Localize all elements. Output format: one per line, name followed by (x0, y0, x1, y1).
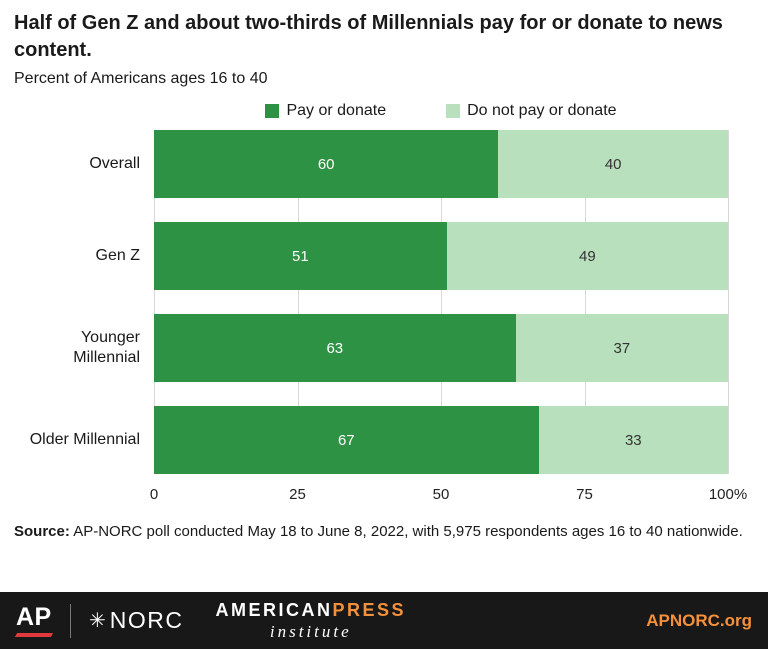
ap-logo-text: AP (16, 602, 52, 631)
bar-segment-no-pay: 40 (498, 130, 728, 198)
gridline (441, 130, 442, 474)
api-american-text: AMERICAN (215, 599, 333, 620)
gridlines (154, 130, 729, 474)
norc-logo: ✳ NORC (89, 607, 184, 634)
category-label: Older Millennial (29, 431, 140, 448)
x-axis: 0 25 50 75 100% (150, 484, 747, 506)
legend-item-no-pay: Do not pay or donate (446, 102, 617, 120)
bar-row: Younger Millennial 63 37 (14, 314, 728, 382)
source-note: Source: AP-NORC poll conducted May 18 to… (14, 522, 752, 542)
x-axis-tick: 0 (149, 486, 159, 503)
chart-card: Half of Gen Z and about two-thirds of Mi… (14, 12, 754, 542)
pay-swatch-icon (265, 104, 280, 118)
bar-segment-no-pay: 49 (446, 222, 728, 290)
bar-row: Overall 60 40 (14, 130, 728, 198)
no-pay-swatch-icon (446, 104, 461, 118)
gridline (584, 130, 586, 474)
category-label: Overall (89, 155, 140, 172)
gridline (728, 130, 729, 474)
bar-segment-no-pay: 33 (538, 406, 728, 474)
bar-segment-no-pay: 37 (515, 314, 728, 382)
legend-label-pay: Pay or donate (286, 102, 387, 119)
source-text: AP-NORC poll conducted May 18 to June 8,… (69, 523, 743, 540)
norc-star-icon: ✳ (89, 609, 106, 632)
bar-row: Gen Z 51 49 (14, 222, 728, 290)
bar-track: 67 33 (154, 406, 728, 474)
legend-item-pay: Pay or donate (265, 102, 386, 120)
plot-area: Overall 60 40 Gen Z 51 49 Younger Millennial 63… (14, 130, 729, 474)
ap-logo: AP (14, 602, 54, 637)
legend: Pay or donate Do not pay or donate (154, 102, 728, 120)
bar-track: 63 37 (154, 314, 728, 382)
x-axis-tick: 50 (432, 486, 450, 503)
api-institute-text: institute (269, 621, 352, 641)
bar-segment-pay: 51 (154, 222, 447, 290)
category-label: Younger Millennial (73, 329, 140, 366)
american-press-institute-logo: AMERICANPRESS institute (216, 600, 407, 642)
bar-segment-pay: 60 (154, 130, 499, 198)
x-axis-tick: 100% (708, 486, 748, 503)
x-axis-tick: 75 (576, 486, 593, 503)
footer-divider (70, 603, 71, 638)
bar-chart: Overall 60 40 Gen Z 51 49 Younger Millennial 63… (14, 130, 754, 506)
x-axis-tick: 25 (289, 486, 306, 503)
legend-label-no-pay: Do not pay or donate (467, 102, 617, 119)
source-label: Source: (14, 523, 70, 540)
bar-row: Older Millennial 67 33 (14, 406, 728, 474)
gridline (297, 130, 299, 474)
bar-segment-pay: 67 (154, 406, 539, 474)
chart-title: Half of Gen Z and about two-thirds of Mi… (14, 12, 723, 61)
bar-track: 60 40 (154, 130, 728, 198)
footer-bar: AP ✳ NORC AMERICANPRESS institute APNORC… (0, 592, 768, 649)
bar-segment-pay: 63 (154, 314, 516, 382)
bar-track: 51 49 (154, 222, 728, 290)
norc-logo-text: NORC (109, 607, 184, 633)
ap-red-underline (14, 632, 54, 637)
category-label: Gen Z (95, 247, 140, 264)
api-logo-line1: AMERICANPRESS (216, 600, 407, 621)
apnorc-org-link[interactable]: APNORC.org (646, 610, 752, 630)
gridline (154, 130, 155, 474)
chart-subtitle: Percent of Americans ages 16 to 40 (14, 70, 268, 87)
api-press-text: PRESS (332, 599, 407, 620)
